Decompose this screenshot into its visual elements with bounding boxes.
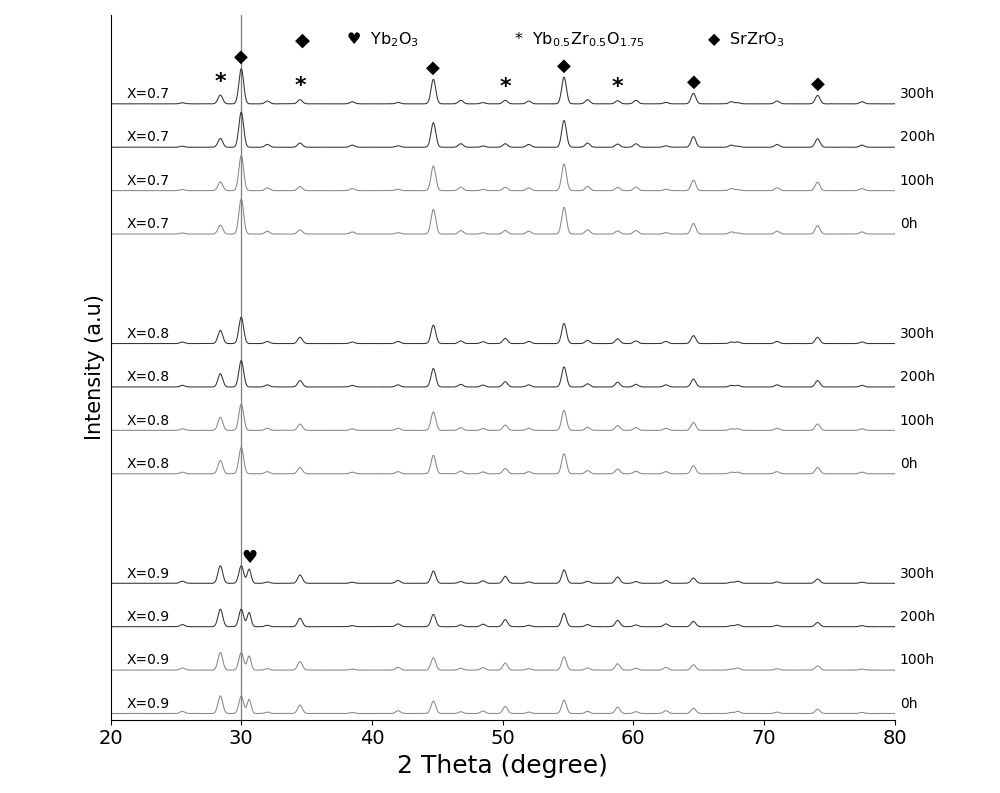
Text: X=0.8: X=0.8 — [126, 327, 169, 341]
Text: 200h: 200h — [900, 610, 935, 624]
Text: 200h: 200h — [900, 131, 935, 144]
Text: *: * — [612, 78, 623, 98]
Text: X=0.9: X=0.9 — [126, 610, 169, 624]
Text: X=0.9: X=0.9 — [126, 653, 169, 668]
Text: X=0.7: X=0.7 — [126, 87, 169, 101]
X-axis label: 2 Theta (degree): 2 Theta (degree) — [397, 754, 608, 778]
Text: ◆: ◆ — [295, 30, 310, 49]
Text: 0h: 0h — [900, 217, 917, 232]
Text: 300h: 300h — [900, 327, 935, 341]
Text: X=0.7: X=0.7 — [126, 174, 169, 188]
Text: ◆: ◆ — [811, 75, 825, 93]
Text: X=0.7: X=0.7 — [126, 217, 169, 232]
Text: ◆: ◆ — [687, 73, 700, 91]
Text: X=0.9: X=0.9 — [126, 697, 169, 711]
Text: 300h: 300h — [900, 87, 935, 101]
Y-axis label: Intensity (a.u): Intensity (a.u) — [85, 294, 105, 440]
Text: *: * — [215, 71, 226, 92]
Text: ◆: ◆ — [557, 56, 571, 75]
Text: X=0.9: X=0.9 — [126, 566, 169, 580]
Text: X=0.8: X=0.8 — [126, 370, 169, 384]
Text: 0h: 0h — [900, 697, 917, 711]
Text: ◆: ◆ — [426, 59, 440, 77]
Text: $*$  Yb$_{0.5}$Zr$_{0.5}$O$_{1.75}$: $*$ Yb$_{0.5}$Zr$_{0.5}$O$_{1.75}$ — [514, 30, 645, 49]
Text: ♥: ♥ — [241, 549, 257, 567]
Text: X=0.8: X=0.8 — [126, 457, 169, 471]
Text: 100h: 100h — [900, 653, 935, 668]
Text: X=0.7: X=0.7 — [126, 131, 169, 144]
Text: *: * — [499, 77, 511, 97]
Text: *: * — [294, 76, 306, 96]
Text: ◆: ◆ — [234, 48, 248, 67]
Text: ◆  SrZrO$_3$: ◆ SrZrO$_3$ — [707, 30, 784, 49]
Text: ♥  Yb$_2$O$_3$: ♥ Yb$_2$O$_3$ — [346, 30, 419, 49]
Text: X=0.8: X=0.8 — [126, 414, 169, 427]
Text: 200h: 200h — [900, 370, 935, 384]
Text: 100h: 100h — [900, 174, 935, 188]
Text: 0h: 0h — [900, 457, 917, 471]
Text: 300h: 300h — [900, 566, 935, 580]
Text: 100h: 100h — [900, 414, 935, 427]
